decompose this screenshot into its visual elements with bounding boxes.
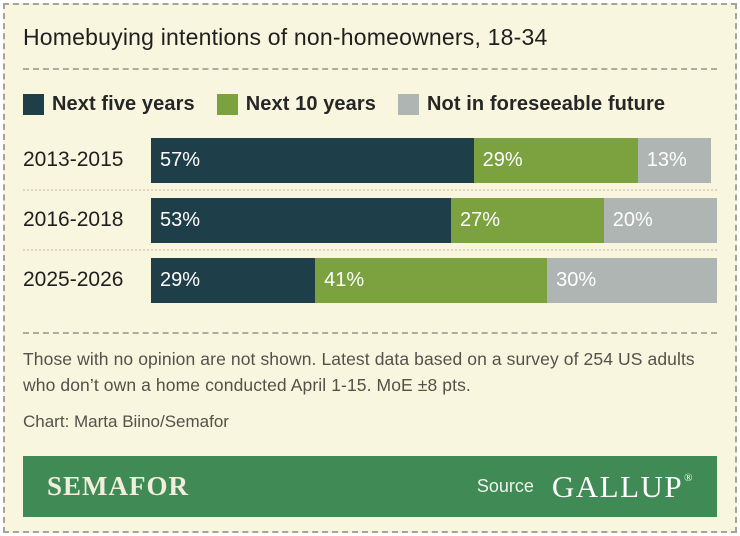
- legend-swatch-icon: [216, 94, 238, 116]
- row-divider: [23, 188, 717, 191]
- bar-track: 53% 27% 20%: [151, 197, 717, 243]
- bar-segment: 53%: [151, 197, 451, 243]
- source-label: Source: [476, 476, 534, 496]
- bar-value-label: 20%: [612, 208, 653, 231]
- legend-item: Next 10 years: [216, 93, 376, 116]
- legend-swatch-icon: [23, 94, 44, 116]
- semafor-logo: SEMAFOR: [47, 471, 189, 501]
- legend-swatch-icon: [398, 94, 419, 116]
- row-label: 2016-2018: [23, 208, 124, 232]
- bar-segment: 41%: [315, 257, 548, 303]
- bar-segment: 30%: [547, 257, 717, 303]
- footnote: Those with no opinion are not shown. Lat…: [23, 348, 695, 395]
- source-attribution: Source GALLUP®: [477, 471, 693, 502]
- bar-value-label: 57%: [160, 148, 201, 171]
- legend-label: Next 10 years: [245, 93, 376, 116]
- row-label: 2013-2015: [23, 148, 124, 172]
- notes-divider: [23, 331, 717, 334]
- bar-segment: 27%: [450, 197, 604, 243]
- chart-credit: Chart: Marta Biino/Semafor: [23, 412, 229, 432]
- bar-row: 2016-2018 53% 27% 20%: [23, 197, 717, 243]
- bar-rows: 2013-2015 57% 29% 13% 2016-2018 53% 27% 20% 2025…: [23, 137, 717, 303]
- bar-track: 29% 41% 30%: [151, 257, 717, 303]
- bar-segment: 57%: [151, 137, 474, 183]
- bar-value-label: 29%: [482, 148, 523, 171]
- bar-segment: 13%: [637, 137, 712, 183]
- bar-track: 57% 29% 13%: [151, 137, 717, 183]
- bar-row: 2025-2026 29% 41% 30%: [23, 257, 717, 303]
- bar-value-label: 13%: [646, 148, 687, 171]
- registered-trademark-icon: ®: [684, 472, 694, 484]
- row-label: 2025-2026: [23, 268, 124, 292]
- footer-bar: SEMAFOR Source GALLUP®: [23, 456, 717, 517]
- bar-segment: 29%: [473, 137, 638, 183]
- bar-value-label: 29%: [160, 268, 201, 291]
- bar-segment: 29%: [151, 257, 316, 303]
- legend-label: Next five years: [52, 93, 195, 116]
- bar-value-label: 27%: [459, 208, 500, 231]
- chart-card: Homebuying intentions of non-homeowners,…: [3, 3, 737, 533]
- bar-value-label: 41%: [324, 268, 365, 291]
- legend-item: Not in foreseeable future: [398, 93, 665, 116]
- legend: Next five years Next 10 years Not in fores…: [23, 92, 717, 118]
- legend-item: Next five years: [23, 93, 195, 116]
- bar-value-label: 30%: [556, 268, 597, 291]
- title-divider: [23, 67, 717, 70]
- legend-label: Not in foreseeable future: [427, 93, 666, 116]
- bar-segment: 20%: [603, 197, 717, 243]
- row-divider: [23, 248, 717, 251]
- chart-title: Homebuying intentions of non-homeowners,…: [23, 24, 548, 50]
- gallup-logo: GALLUP®: [551, 469, 694, 504]
- bar-row: 2013-2015 57% 29% 13%: [23, 137, 717, 183]
- bar-value-label: 53%: [160, 208, 201, 231]
